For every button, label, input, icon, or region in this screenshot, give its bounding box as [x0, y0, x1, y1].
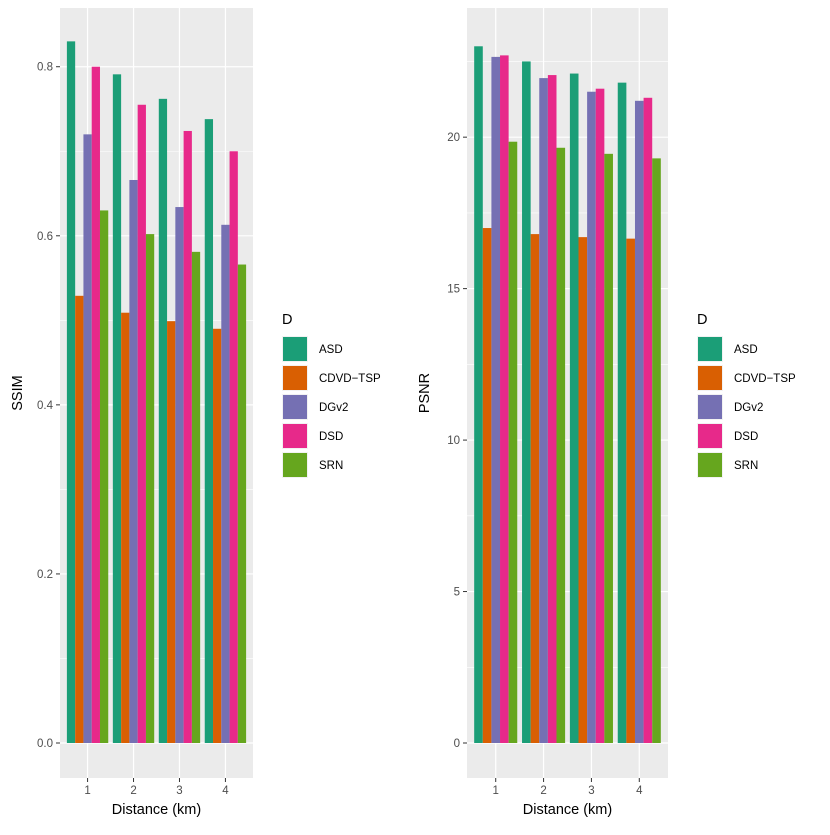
y-tick-label: 0.8	[37, 62, 53, 74]
legend-label: DGv2	[319, 402, 348, 414]
x-axis-title: Distance (km)	[112, 802, 201, 818]
bar-asd-2	[112, 74, 122, 743]
x-tick-label: 1	[493, 785, 499, 797]
legend-swatch	[698, 453, 722, 477]
legend: D ASD CDVD−TSP DGv2 DSD SRN	[697, 312, 796, 478]
y-axis-title: PSNR	[417, 373, 433, 413]
bar-srn-3	[604, 153, 613, 743]
bar-dgv2-3	[587, 91, 596, 743]
bar-cdvd-tsp-3	[578, 237, 588, 744]
bar-dsd-4	[643, 97, 653, 744]
bar-asd-2	[522, 61, 531, 743]
bar-cdvd-tsp-4	[626, 238, 635, 744]
y-axis-title: SSIM	[10, 375, 26, 410]
legend-title: D	[697, 312, 707, 328]
x-tick-label: 3	[588, 785, 594, 797]
bar-dgv2-2	[129, 179, 138, 743]
bar-dsd-2	[137, 104, 146, 744]
y-tick-label: 0.0	[37, 738, 53, 750]
bar-cdvd-tsp-3	[167, 321, 176, 743]
legend-swatch	[698, 424, 722, 448]
legend-label: DGv2	[734, 402, 763, 414]
legend-label: ASD	[319, 344, 343, 356]
bar-cdvd-tsp-1	[75, 295, 84, 743]
bar-srn-1	[508, 141, 518, 743]
bar-asd-4	[617, 82, 627, 744]
legend-title: D	[282, 312, 292, 328]
y-tick-label: 0.6	[37, 231, 53, 243]
bar-cdvd-tsp-4	[213, 328, 222, 743]
legend-label: CDVD−TSP	[319, 373, 381, 385]
legend-swatch	[698, 395, 722, 419]
bar-dgv2-2	[539, 78, 548, 744]
bar-asd-3	[569, 73, 579, 743]
bar-asd-4	[204, 119, 214, 743]
y-tick-label: 0	[454, 738, 460, 750]
legend-label: SRN	[319, 460, 343, 472]
bar-dsd-1	[91, 66, 100, 743]
bar-srn-1	[99, 210, 109, 743]
bar-srn-4	[237, 264, 247, 743]
legend-swatch	[283, 453, 307, 477]
legend-label: CDVD−TSP	[734, 373, 796, 385]
legend-swatch	[698, 366, 722, 390]
y-tick-label: 10	[447, 435, 460, 447]
bar-dsd-3	[183, 130, 192, 744]
y-tick-label: 20	[447, 132, 460, 144]
bar-srn-4	[652, 158, 661, 743]
legend-label: DSD	[319, 431, 343, 443]
x-tick-label: 2	[130, 785, 136, 797]
bar-asd-3	[158, 98, 168, 744]
y-tick-label: 5	[454, 587, 460, 599]
legend-label: SRN	[734, 460, 758, 472]
x-tick-label: 4	[636, 785, 643, 797]
y-tick-label: 15	[447, 284, 460, 296]
x-tick-label: 4	[222, 785, 229, 797]
legend-swatch	[283, 424, 307, 448]
legend-label: DSD	[734, 431, 758, 443]
x-axis-title: Distance (km)	[523, 802, 612, 818]
bar-srn-2	[145, 234, 155, 743]
bar-dgv2-1	[491, 56, 501, 744]
legend-label: ASD	[734, 344, 758, 356]
bar-asd-1	[474, 46, 483, 743]
bar-cdvd-tsp-2	[530, 234, 540, 743]
bar-dgv2-4	[634, 100, 644, 744]
legend-swatch	[283, 337, 307, 361]
bar-srn-2	[556, 147, 566, 744]
bar-cdvd-tsp-1	[482, 228, 492, 743]
bar-dgv2-4	[221, 224, 230, 744]
bar-dsd-1	[500, 55, 509, 744]
bar-cdvd-tsp-2	[121, 312, 130, 743]
legend-swatch	[283, 366, 307, 390]
legend: D ASD CDVD−TSP DGv2 DSD SRN	[282, 312, 381, 478]
y-tick-label: 0.2	[37, 569, 53, 581]
x-tick-label: 2	[540, 785, 546, 797]
bar-dgv2-1	[83, 134, 92, 744]
bar-dgv2-3	[175, 207, 184, 744]
bar-srn-3	[191, 251, 201, 743]
legend-swatch	[283, 395, 307, 419]
bar-dsd-2	[547, 75, 557, 744]
legend-swatch	[698, 337, 722, 361]
chart-2: 0 5 10 15 20 1 2 3 4 Distance (km) PSNR D ASD CDVD−TS…	[417, 8, 796, 818]
x-tick-label: 3	[176, 785, 182, 797]
bar-dsd-3	[595, 88, 605, 743]
bar-asd-1	[66, 41, 76, 743]
y-tick-label: 0.4	[37, 400, 54, 412]
x-tick-label: 1	[84, 785, 90, 797]
bar-dsd-4	[229, 151, 238, 744]
chart-1: 0.0 0.2 0.4 0.6 0.8 1 2 3 4 Distance (km) SSIM D ASD…	[10, 8, 381, 818]
